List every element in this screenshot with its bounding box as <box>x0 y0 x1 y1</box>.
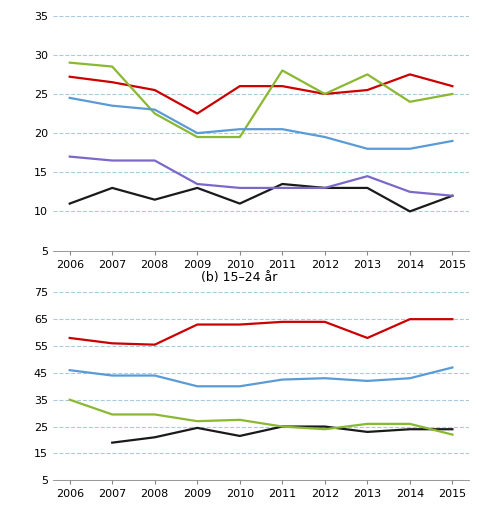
Text: (b) 15–24 år: (b) 15–24 år <box>201 271 278 284</box>
Legend: Sverige, Danmark, Finland, Norge, EU28: Sverige, Danmark, Finland, Norge, EU28 <box>93 307 429 326</box>
